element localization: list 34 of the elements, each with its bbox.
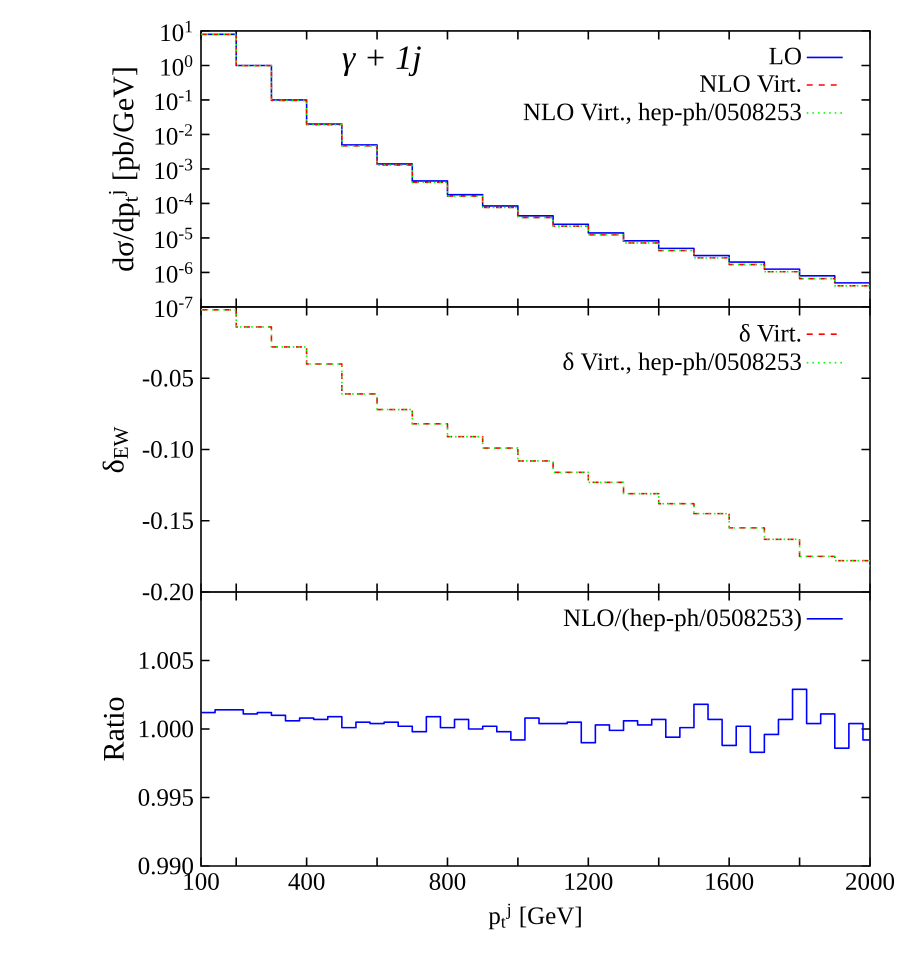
x-tick-label: 1600 <box>706 873 754 890</box>
y-tick-label: 1.005 <box>140 652 193 669</box>
y-axis-title: dσ/dp$_{t}$$^{j}$ [pb/GeV] <box>108 68 140 271</box>
legend-label: NLO Virt. <box>700 75 800 92</box>
annotation: γ + 1j <box>342 46 421 76</box>
x-tick-label: 400 <box>288 873 324 890</box>
x-tick-label: 100 <box>184 873 219 890</box>
y-tick-label: -0.15 <box>142 512 193 530</box>
legend-label: NLO Virt., hep-ph/0508253 <box>524 102 801 126</box>
y-tick-label: 10$^{-6}$ <box>156 262 192 283</box>
y-tick-label: -0.05 <box>142 370 193 387</box>
y-tick-label: 10$^{1}$ <box>161 20 192 42</box>
y-tick-label: 1.000 <box>140 720 193 738</box>
legend-label: δ Virt. <box>740 324 800 342</box>
legend-label: δ Virt., hep-ph/0508253 <box>563 352 801 376</box>
y-tick-label: -0.20 <box>142 584 193 600</box>
x-tick-label: 1200 <box>566 873 612 890</box>
x-tick-label: 2000 <box>846 873 894 890</box>
y-axis-title: δ$_{EW}$ <box>102 426 128 472</box>
y-tick-label: 10$^{-1}$ <box>156 90 192 110</box>
y-tick-label: 10$^{-3}$ <box>156 158 192 180</box>
y-tick-label: 0.990 <box>138 858 193 874</box>
y-tick-label: 10$^{-4}$ <box>156 193 193 214</box>
legend-label: NLO/(hep-ph/0508253) <box>564 608 801 632</box>
y-tick-label: 0.995 <box>138 789 193 806</box>
y-tick-label: 10$^{-2}$ <box>156 124 192 145</box>
y-tick-label: -0.10 <box>142 441 193 458</box>
y-axis-title: Ratio <box>104 698 124 761</box>
y-tick-label: 10$^{-7}$ <box>156 296 192 318</box>
y-tick-label: 10$^{0}$ <box>161 55 192 76</box>
x-axis-title: p$_{t}$$^{j}$ [GeV] <box>488 904 581 930</box>
x-tick-label: 800 <box>430 873 466 890</box>
legend-label: LO <box>769 48 801 64</box>
y-tick-label: 10$^{-5}$ <box>156 228 192 248</box>
